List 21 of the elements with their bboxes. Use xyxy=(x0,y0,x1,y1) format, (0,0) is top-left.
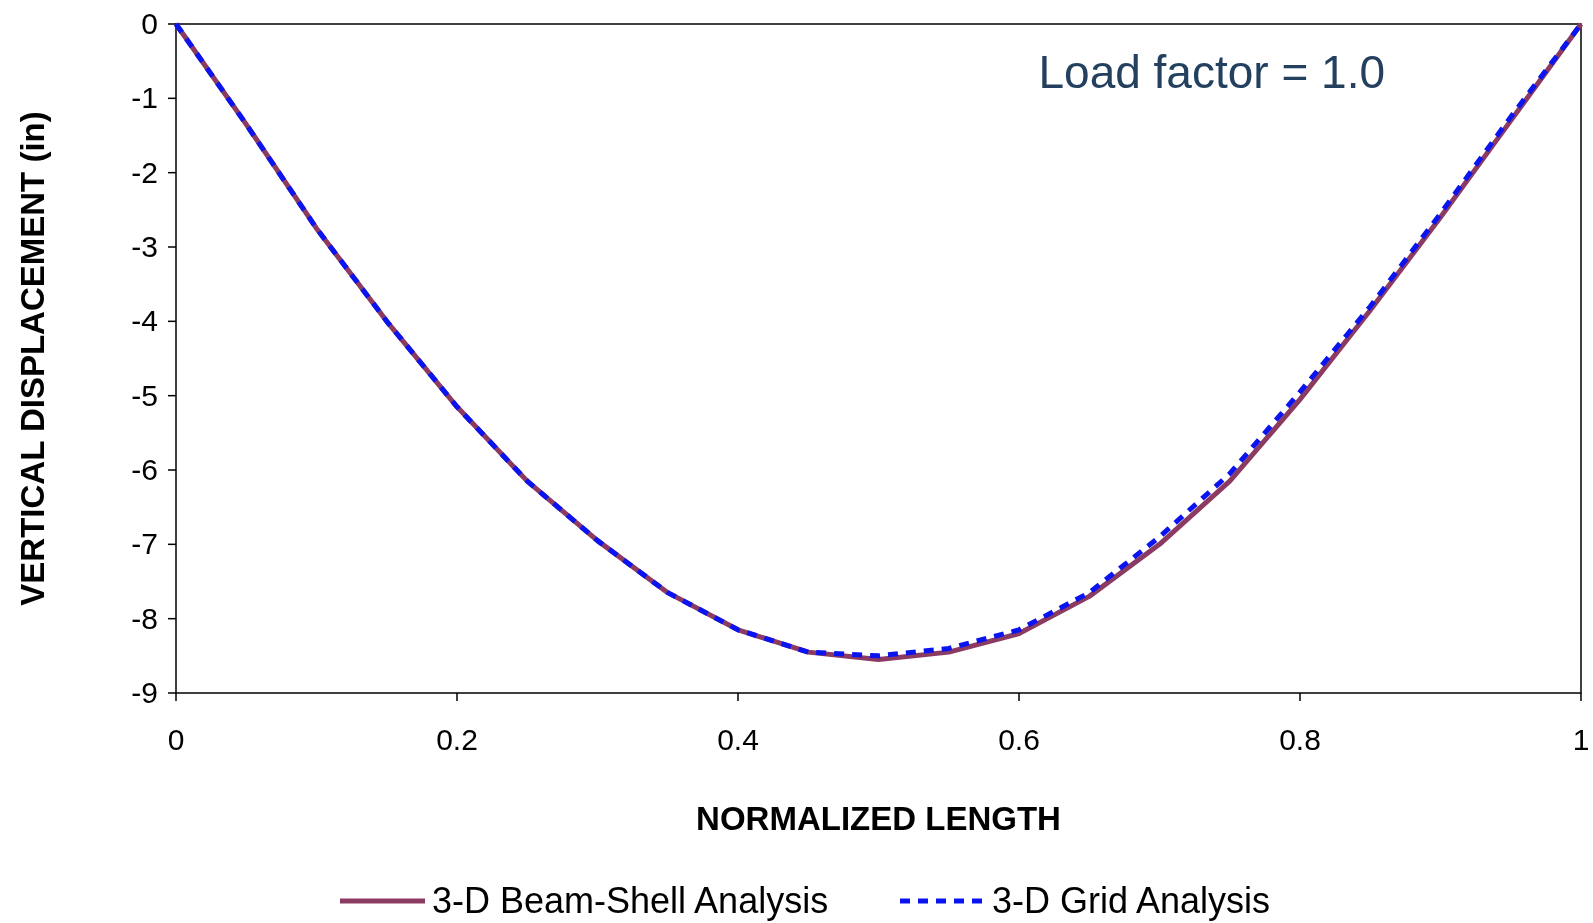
annotation: Load factor = 1.0 xyxy=(1038,46,1385,98)
x-axis-title: NORMALIZED LENGTH xyxy=(696,800,1061,837)
y-tick-label: 0 xyxy=(141,7,158,40)
y-tick-label: -6 xyxy=(131,453,158,486)
y-tick-label: -2 xyxy=(131,155,158,189)
x-tick-label: 0.2 xyxy=(436,723,478,756)
x-tick-label: 0 xyxy=(167,723,185,756)
y-tick-label: -1 xyxy=(131,81,158,115)
legend-label: 3-D Beam-Shell Analysis xyxy=(432,880,829,921)
y-tick-label: -5 xyxy=(131,378,158,412)
y-tick-label: -8 xyxy=(131,601,158,635)
y-tick-label: -3 xyxy=(131,230,158,263)
x-tick-label: 0.6 xyxy=(998,723,1040,756)
y-axis-title: VERTICAL DISPLACEMENT (in) xyxy=(14,111,51,606)
x-tick-label: 0.4 xyxy=(717,723,759,756)
y-tick-label: -4 xyxy=(131,304,158,338)
x-tick-label: 0.8 xyxy=(1279,723,1321,756)
y-tick-label: -9 xyxy=(131,676,158,709)
x-tick-label: 1 xyxy=(1572,723,1590,756)
y-tick-label: -7 xyxy=(131,527,158,561)
legend-label: 3-D Grid Analysis xyxy=(992,880,1271,921)
